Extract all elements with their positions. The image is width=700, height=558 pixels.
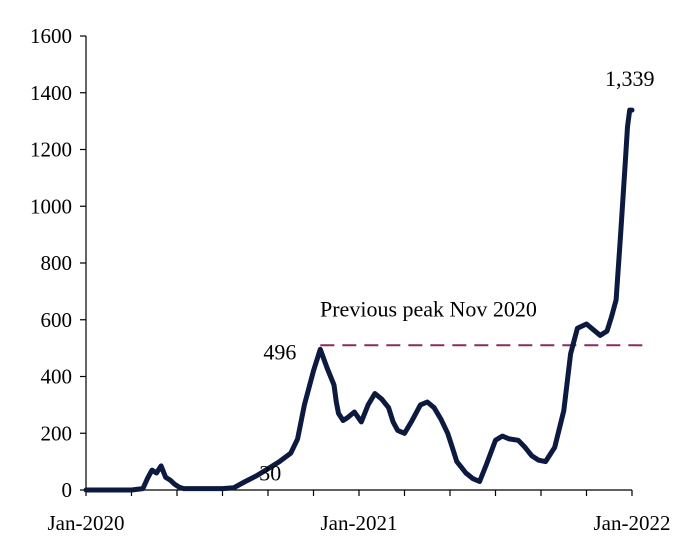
y-tick-label: 1200 <box>30 138 72 162</box>
y-tick-label: 0 <box>62 478 73 502</box>
x-tick-label: Jan-2022 <box>594 511 671 535</box>
y-tick-label: 200 <box>41 421 73 445</box>
y-tick-label: 800 <box>41 251 73 275</box>
x-tick-label: Jan-2021 <box>321 511 398 535</box>
y-tick-label: 400 <box>41 365 73 389</box>
latest-peak-data-label: 1,339 <box>605 66 655 91</box>
trough-data-label: 30 <box>259 460 281 485</box>
y-tick-label: 1600 <box>30 24 72 48</box>
y-tick-group: 0 200 400 600 800 1000 1200 1400 1600 <box>30 24 86 502</box>
x-tick-label: Jan-2020 <box>48 511 125 535</box>
y-tick-label: 600 <box>41 308 73 332</box>
y-tick-label: 1400 <box>30 81 72 105</box>
y-tick-label: 1000 <box>30 194 72 218</box>
series-line <box>83 107 635 493</box>
previous-peak-data-label: 496 <box>263 339 296 364</box>
x-tick-group: Jan-2020 Jan-2021 Jan-2022 <box>48 490 671 535</box>
reference-line-label: Previous peak Nov 2020 <box>320 296 537 321</box>
